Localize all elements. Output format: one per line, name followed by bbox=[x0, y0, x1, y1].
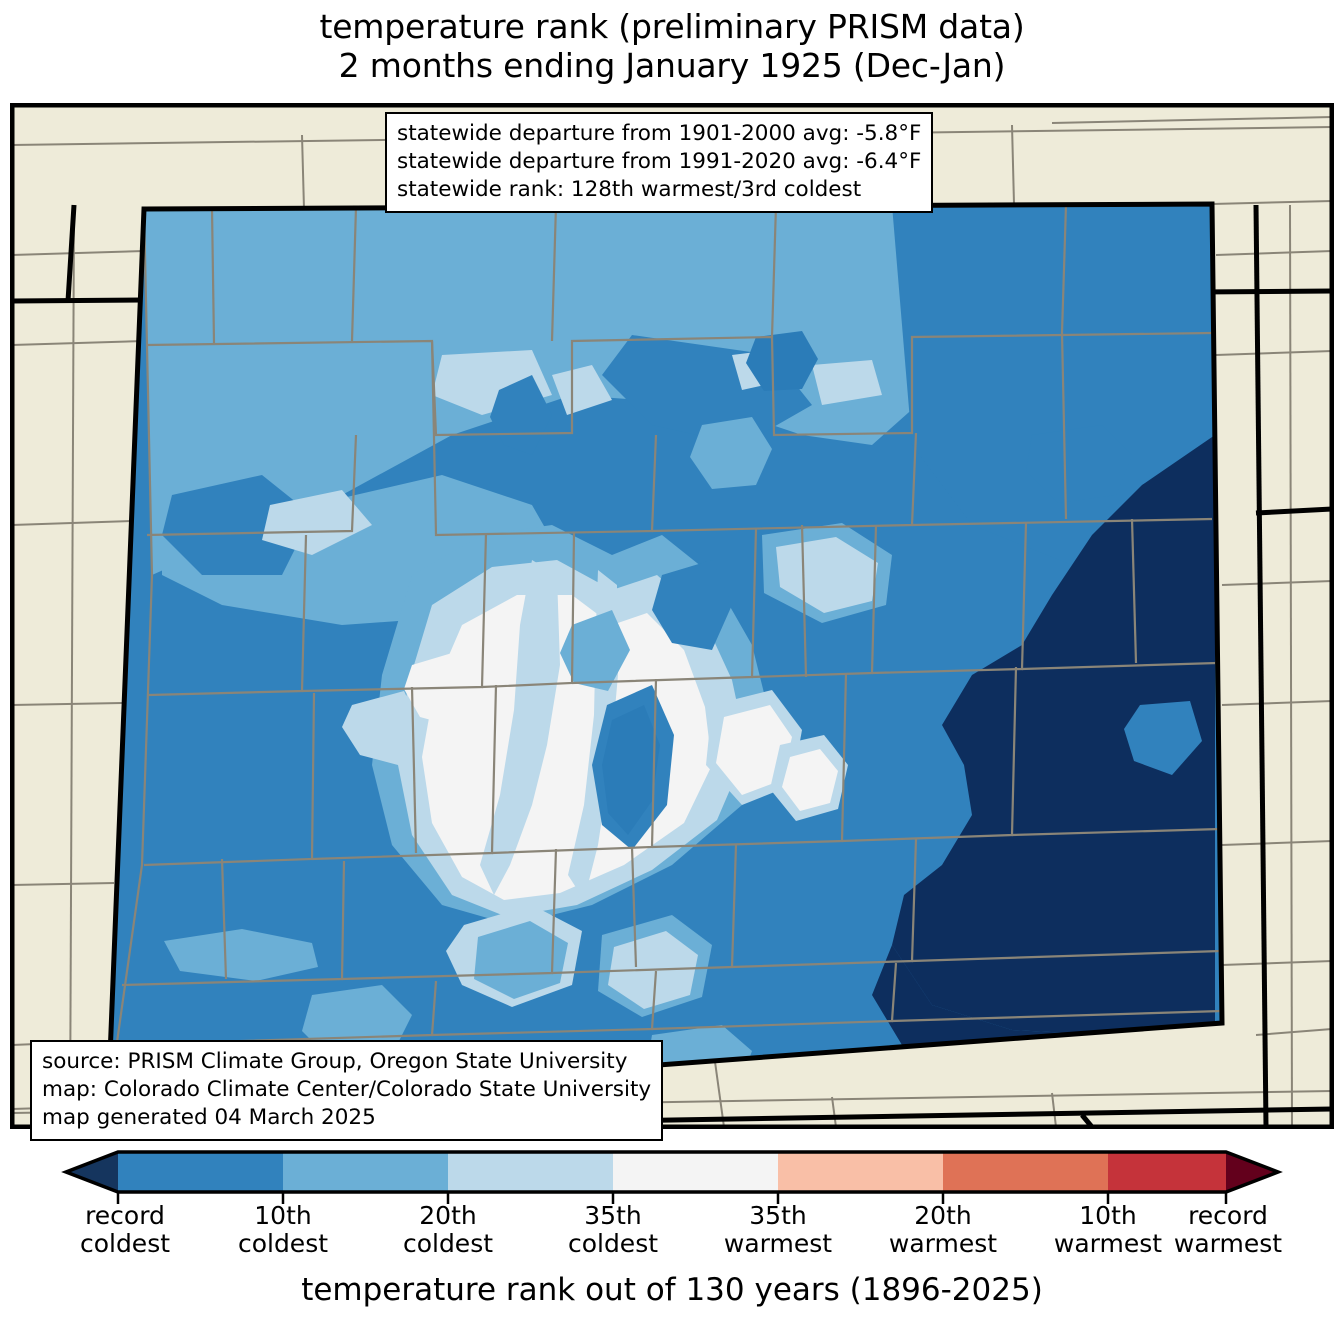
colorbar-svg bbox=[61, 1150, 1283, 1204]
map-panel bbox=[10, 103, 1334, 1129]
colorbar-band-10th-warmest bbox=[1108, 1152, 1226, 1192]
colorbar-tick-label-20th-warmest: 20th warmest bbox=[888, 1201, 998, 1259]
colorbar-record-warmest-arrow bbox=[1226, 1152, 1278, 1192]
page-title: temperature rank (preliminary PRISM data… bbox=[0, 7, 1344, 86]
source-line: source: PRISM Climate Group, Oregon Stat… bbox=[42, 1049, 628, 1074]
colorado-county-lines bbox=[108, 204, 1222, 1106]
title-line-2: 2 months ending January 1925 (Dec-Jan) bbox=[338, 45, 1006, 85]
stat-statewide-rank: statewide rank: 128th warmest/3rd coldes… bbox=[397, 176, 862, 202]
colorbar-band-35th-warmest bbox=[778, 1152, 943, 1192]
colorbar-tick-label-10th-warmest: 10th warmest bbox=[1053, 1201, 1163, 1259]
colorbar-tick-label-35th-warmest: 35th warmest bbox=[723, 1201, 833, 1259]
stat-departure-1901-2000: statewide departure from 1901-2000 avg: … bbox=[397, 121, 922, 146]
colorbar-tick-label-20th-coldest: 20th coldest bbox=[402, 1201, 494, 1259]
colorbar bbox=[0, 1146, 1344, 1206]
colorado-temperature-rank-map bbox=[12, 105, 1332, 1127]
colorbar-band-near-normal bbox=[613, 1152, 778, 1192]
stat-departure-1991-2020: statewide departure from 1991-2020 avg: … bbox=[397, 148, 922, 174]
map-generated-line: map generated 04 March 2025 bbox=[42, 1104, 376, 1130]
colorbar-tick-label-record-coldest: record coldest bbox=[79, 1201, 171, 1259]
colorbar-band-20th-coldest bbox=[283, 1152, 448, 1192]
colorbar-band-35th-coldest bbox=[448, 1152, 613, 1192]
colorbar-caption: temperature rank out of 130 years (1896-… bbox=[301, 1272, 1043, 1308]
colorbar-record-coldest-arrow bbox=[66, 1152, 118, 1192]
colorbar-ticks bbox=[116, 1192, 1228, 1204]
map-credit-line: map: Colorado Climate Center/Colorado St… bbox=[42, 1076, 652, 1102]
map-frame-border bbox=[12, 105, 1332, 1127]
colorbar-tick-label-35th-coldest: 35th coldest bbox=[567, 1201, 659, 1259]
colorbar-tick-label-record-warmest: record warmest bbox=[1173, 1201, 1283, 1259]
colorbar-tick-labels: record coldest 10th coldest 20th coldest 35… bbox=[0, 1201, 1344, 1266]
statewide-stats-box: statewide departure from 1901-2000 avg: … bbox=[385, 112, 934, 213]
colorbar-band-10th-coldest bbox=[118, 1152, 283, 1192]
title-line-1: temperature rank (preliminary PRISM data… bbox=[319, 7, 1025, 46]
source-credits-box: source: PRISM Climate Group, Oregon Stat… bbox=[30, 1040, 664, 1141]
colorbar-band-20th-warmest bbox=[943, 1152, 1108, 1192]
colorbar-tick-label-10th-coldest: 10th coldest bbox=[237, 1201, 329, 1259]
